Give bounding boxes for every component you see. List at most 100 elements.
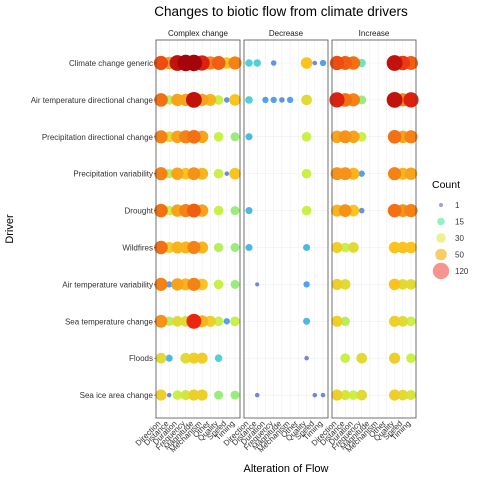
data-point [405, 241, 417, 254]
data-point [340, 390, 351, 401]
data-point [301, 168, 312, 179]
data-point [404, 130, 418, 144]
data-point [223, 318, 230, 325]
data-point [155, 389, 167, 401]
data-point [230, 279, 240, 289]
data-point [338, 130, 352, 144]
data-point [303, 317, 311, 325]
data-point [213, 132, 224, 142]
data-point [165, 354, 173, 362]
data-point [154, 167, 168, 181]
data-point [388, 278, 401, 291]
data-point [389, 315, 401, 327]
data-point [388, 241, 401, 254]
data-point [301, 205, 312, 216]
data-point [389, 389, 401, 401]
data-point [286, 96, 294, 104]
chart-title: Changes to biotic flow from climate driv… [154, 4, 408, 19]
data-point [386, 55, 403, 71]
facet-label: Increase [359, 29, 390, 38]
data-point [348, 242, 359, 253]
data-point [270, 60, 277, 66]
data-point [279, 97, 285, 103]
data-point [404, 204, 418, 218]
data-point [171, 278, 184, 291]
data-point [331, 315, 343, 327]
data-point [187, 130, 201, 144]
data-point [154, 93, 168, 107]
data-point [348, 390, 359, 400]
panel-background [244, 40, 328, 418]
data-point [320, 392, 326, 398]
x-axis-label: Alteration of Flow [244, 463, 329, 475]
data-point [213, 95, 224, 105]
legend-key [438, 202, 444, 208]
data-point [213, 316, 224, 327]
facet-strip [156, 27, 240, 40]
data-point [245, 243, 253, 252]
data-point [312, 392, 318, 398]
data-point [230, 316, 240, 327]
data-point [329, 55, 345, 71]
data-point [155, 352, 167, 364]
data-point [213, 279, 224, 290]
data-point [196, 352, 208, 364]
data-point [340, 316, 350, 326]
legend: Count 1 15 30 50 120 [432, 179, 469, 280]
data-point [166, 392, 172, 398]
data-point [338, 204, 352, 218]
data-point [403, 92, 419, 108]
data-point [204, 315, 216, 327]
data-point [185, 91, 202, 108]
data-point [404, 167, 418, 180]
data-point [338, 167, 352, 181]
data-point [154, 277, 168, 291]
data-point [172, 390, 183, 400]
data-point [255, 282, 260, 287]
legend-label: 50 [455, 251, 464, 260]
data-point [245, 207, 253, 215]
data-point [301, 94, 312, 106]
data-point [171, 167, 184, 180]
data-point [406, 316, 416, 327]
data-point [229, 94, 241, 106]
data-point [187, 277, 201, 291]
data-point [358, 170, 365, 177]
data-point [245, 133, 253, 141]
data-point [387, 130, 402, 144]
data-point [213, 168, 224, 179]
data-point [340, 242, 351, 253]
facet-strip [332, 27, 416, 40]
data-point [356, 389, 368, 401]
data-point [397, 389, 409, 401]
data-point [180, 352, 192, 364]
data-point [213, 205, 224, 216]
data-point [196, 389, 208, 401]
data-point [153, 55, 169, 71]
data-point [154, 130, 168, 144]
panel-border [331, 39, 417, 419]
facet-strip [244, 27, 328, 40]
data-point [154, 203, 168, 218]
data-point [331, 278, 343, 290]
y-tick-label: Air temperature directional change [31, 96, 154, 105]
data-point [180, 390, 191, 401]
data-point [171, 241, 184, 254]
data-point [303, 243, 311, 252]
data-point [303, 281, 310, 288]
legend-label: 1 [455, 201, 460, 210]
data-point [329, 92, 345, 108]
data-point [230, 206, 240, 216]
y-tick-label: Precipitation directional change [42, 133, 154, 142]
y-tick-label: Sea temperature change [65, 317, 154, 326]
data-point [230, 390, 240, 400]
data-point [187, 240, 201, 255]
data-point [312, 60, 318, 66]
data-point [213, 242, 224, 253]
facet-label: Decrease [269, 29, 304, 38]
data-point [211, 56, 226, 70]
data-point [228, 56, 242, 70]
data-point [253, 59, 261, 67]
y-axis-label: Driver [4, 214, 16, 244]
